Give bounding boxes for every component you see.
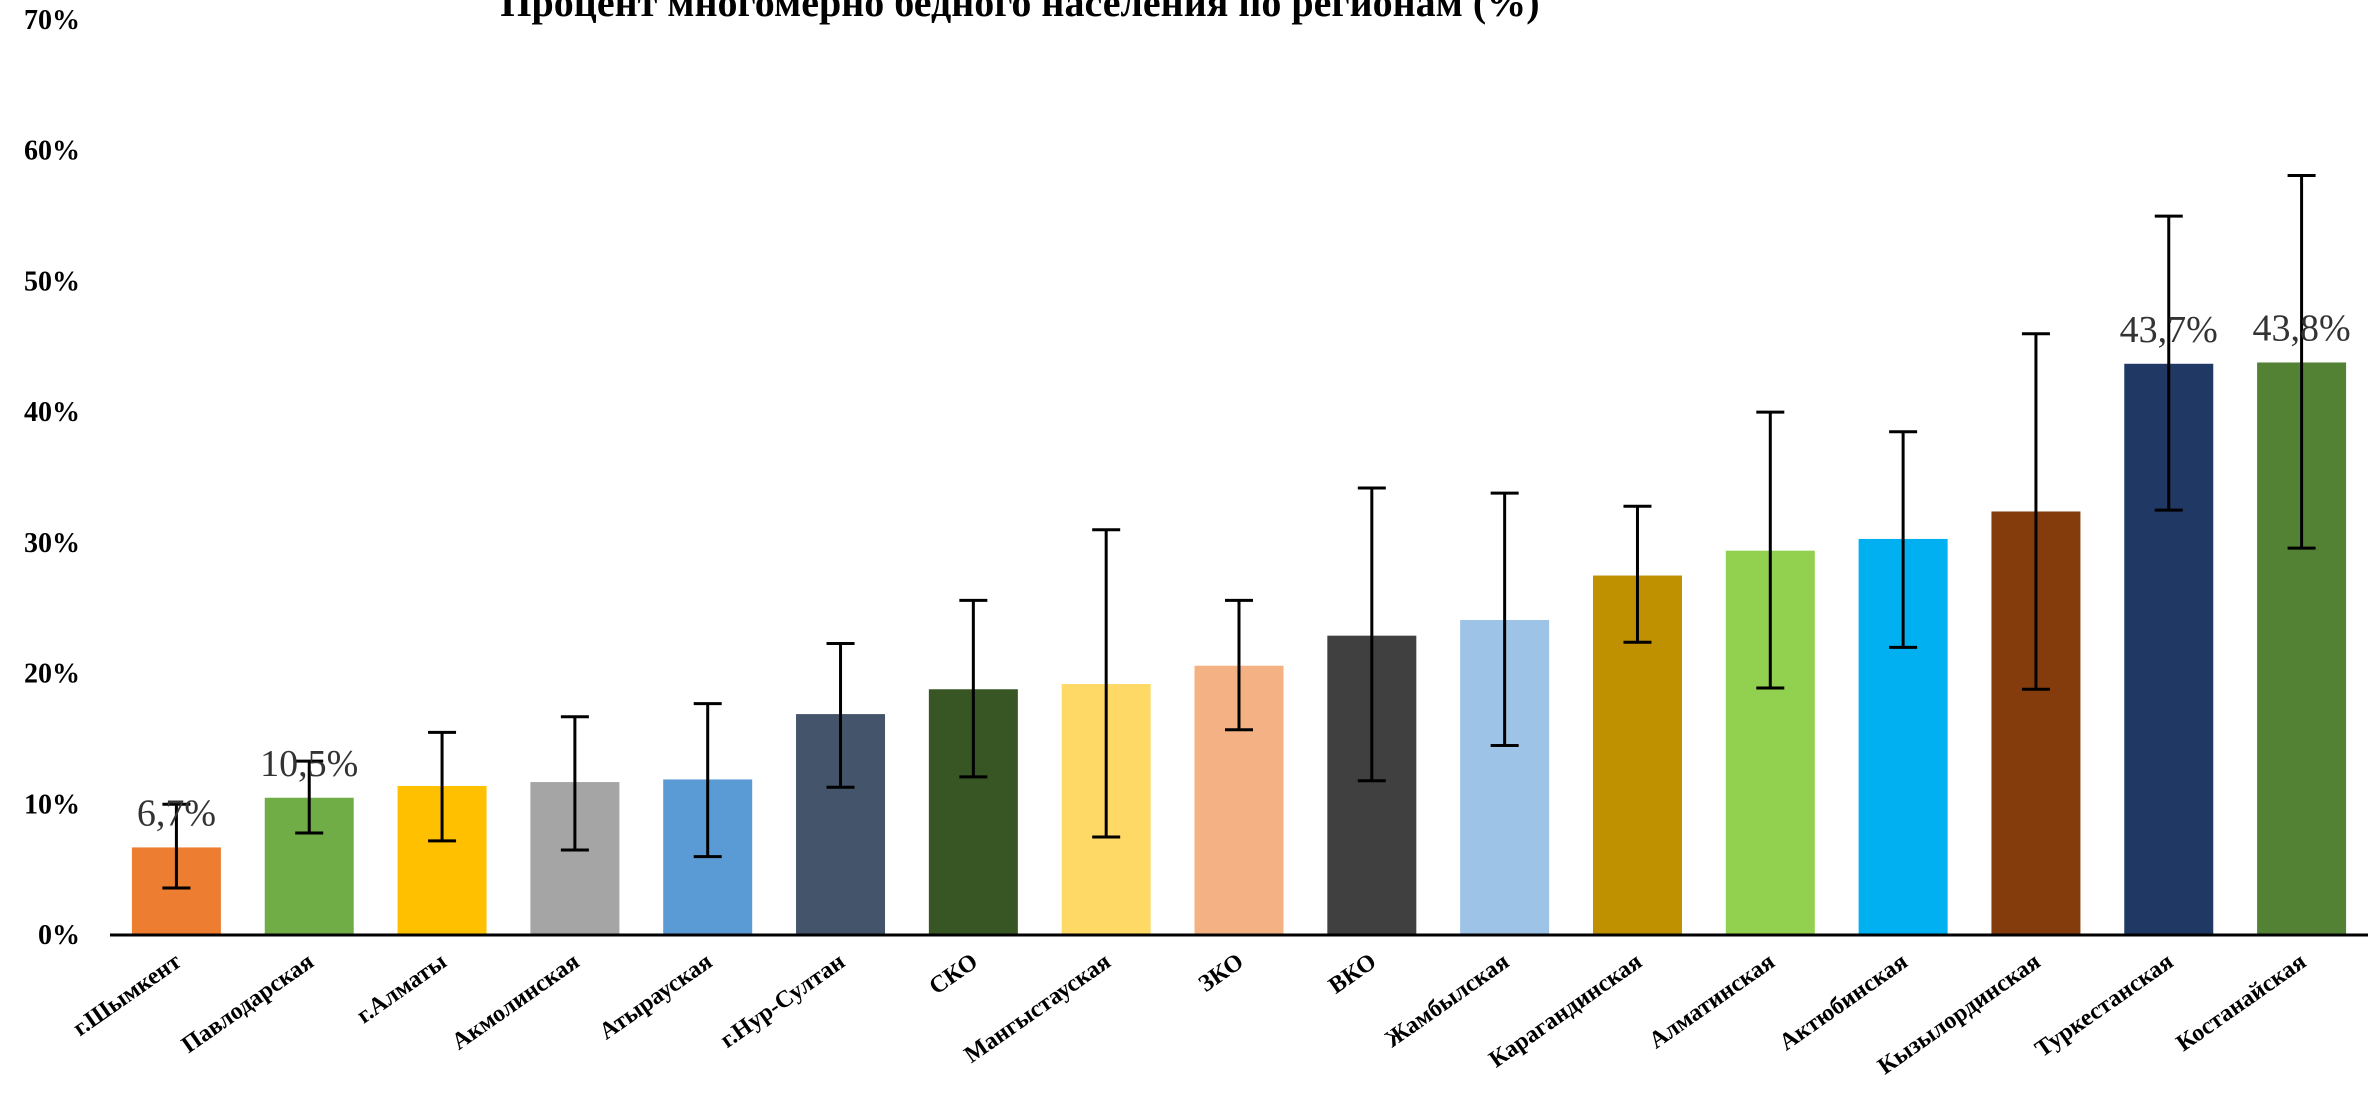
x-tick-label: г.Алматы [352, 948, 452, 1029]
error-bar [1092, 528, 1121, 839]
error-bar [1490, 491, 1519, 747]
error-bar [826, 642, 855, 789]
x-tick-label: Павлодарская [177, 949, 319, 1059]
x-tick-label: Мангыстауская [960, 949, 1116, 1069]
error-bars-group [162, 174, 2316, 890]
x-tick-label: г.Нур-Султан [716, 949, 850, 1054]
y-tick-label: 10% [24, 789, 80, 820]
error-bar [428, 730, 457, 843]
data-label: 43,7% [2120, 309, 2218, 351]
data-label: 10,5% [260, 743, 358, 785]
x-tick-label: Жамбылская [1381, 949, 1515, 1053]
error-bar [1357, 486, 1386, 783]
error-bar [560, 715, 589, 852]
x-tick-label: Атырауская [595, 949, 717, 1046]
x-tick-label: Акмолинская [447, 949, 584, 1056]
error-bar [1623, 504, 1652, 644]
error-bar [2287, 174, 2316, 550]
error-bar [2154, 214, 2183, 512]
error-bar [162, 802, 191, 890]
x-tick-label: Актюбинская [1775, 949, 1913, 1056]
x-tick-label: Костанайская [2172, 949, 2311, 1057]
error-bar [693, 702, 722, 859]
x-tick-label: Туркестанская [2031, 949, 2179, 1063]
data-labels-group: 6,7% 10,5% 43,7% 43,8% [137, 307, 2351, 834]
error-bar [1756, 410, 1785, 690]
bars-group [131, 362, 2347, 935]
y-axis-ticks: 0% 10% 20% 30% 40% 50% 60% 70% [24, 5, 80, 951]
y-tick-label: 40% [24, 397, 80, 428]
y-tick-label: 20% [24, 659, 80, 690]
x-tick-label: ВКО [1324, 949, 1381, 1000]
y-tick-label: 70% [24, 5, 80, 36]
error-bar [1225, 598, 1253, 732]
y-tick-label: 50% [24, 266, 80, 297]
data-label: 43,8% [2253, 307, 2351, 349]
x-tick-label: СКО [925, 949, 983, 1001]
x-tick-label: Алматинская [1644, 949, 1779, 1055]
y-tick-label: 60% [24, 136, 80, 167]
data-label: 6,7% [137, 792, 216, 834]
x-tick-label: г.Шымкент [68, 949, 186, 1042]
error-bar [295, 759, 324, 835]
y-tick-label: 0% [38, 920, 80, 951]
y-tick-label: 30% [24, 528, 80, 559]
error-bar [959, 598, 988, 779]
error-bar [2021, 332, 2050, 691]
x-tick-label: ЗКО [1194, 949, 1248, 998]
chart-title: Процент многомерно бедного населения по … [500, 0, 1539, 25]
error-bar [1889, 430, 1918, 649]
